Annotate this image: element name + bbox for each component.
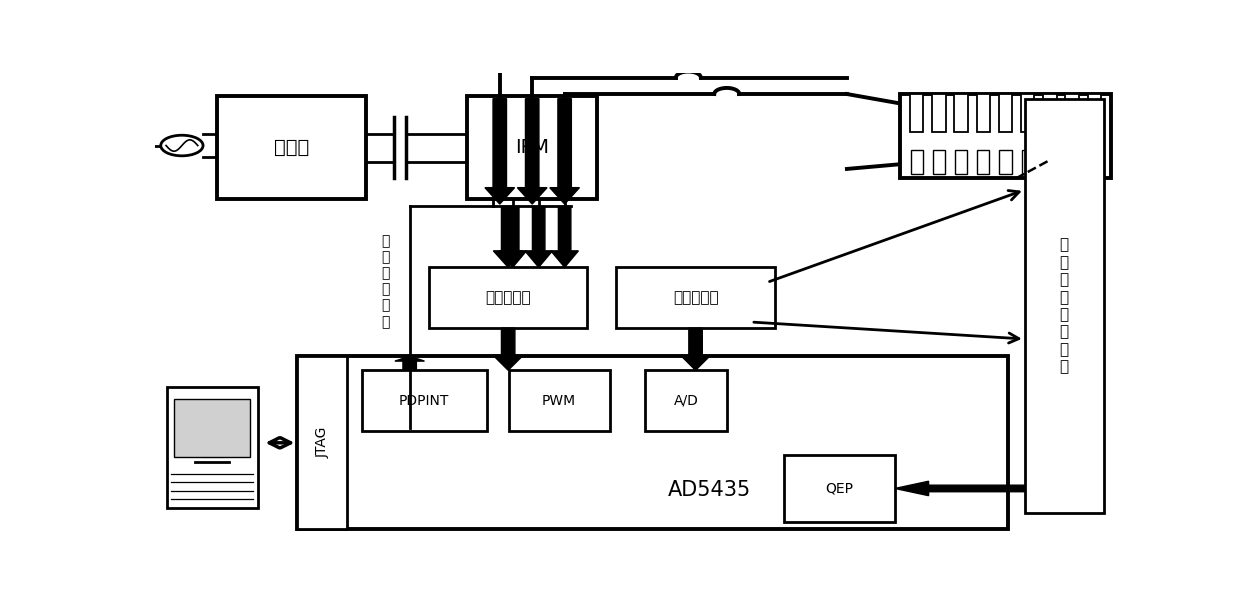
FancyArrow shape: [517, 98, 547, 204]
Bar: [174, 399, 250, 457]
Bar: [1043, 94, 1056, 132]
Text: PDPINT: PDPINT: [399, 393, 449, 408]
FancyArrow shape: [551, 206, 578, 268]
Bar: [1066, 150, 1079, 174]
Bar: [1044, 150, 1056, 174]
Bar: [429, 268, 588, 328]
Text: 光电耦合器: 光电耦合器: [485, 290, 531, 305]
Text: 整流器: 整流器: [274, 139, 310, 157]
Circle shape: [161, 135, 203, 156]
FancyArrow shape: [681, 328, 711, 370]
Bar: [977, 94, 990, 132]
Bar: [932, 150, 945, 174]
FancyArrow shape: [485, 98, 515, 204]
Bar: [1024, 98, 1104, 513]
Bar: [467, 97, 596, 199]
Bar: [932, 94, 946, 132]
Bar: [508, 370, 610, 431]
Bar: [1065, 94, 1079, 132]
FancyArrow shape: [494, 328, 523, 370]
Bar: [298, 356, 347, 530]
Bar: [1089, 150, 1100, 174]
Text: PWM: PWM: [542, 393, 577, 408]
Bar: [616, 268, 775, 328]
Text: A/D: A/D: [673, 393, 698, 408]
Bar: [955, 150, 967, 174]
Text: IPM: IPM: [515, 139, 549, 157]
FancyArrow shape: [525, 206, 553, 268]
Bar: [1022, 150, 1034, 174]
Bar: [955, 94, 967, 132]
Bar: [1087, 94, 1101, 132]
FancyArrow shape: [549, 98, 579, 204]
FancyArrow shape: [498, 206, 527, 268]
Text: JTAG: JTAG: [315, 427, 329, 458]
Bar: [977, 150, 990, 174]
Bar: [1021, 94, 1034, 132]
Bar: [785, 455, 895, 522]
Text: 电流传感器: 电流传感器: [673, 290, 718, 305]
FancyArrow shape: [494, 206, 523, 268]
Bar: [900, 94, 1111, 178]
Bar: [999, 150, 1012, 174]
Bar: [362, 370, 486, 431]
Text: 无
位
置
传
感
器
检
测: 无 位 置 传 感 器 检 测: [1059, 238, 1069, 375]
Text: QEP: QEP: [826, 482, 853, 496]
Bar: [910, 150, 923, 174]
Bar: [999, 94, 1012, 132]
Bar: [910, 94, 924, 132]
Text: 故
障
保
护
信
号: 故 障 保 护 信 号: [382, 234, 389, 329]
Text: AD5435: AD5435: [668, 480, 751, 500]
Bar: [298, 356, 1008, 530]
FancyArrow shape: [895, 482, 1024, 496]
Bar: [217, 97, 367, 199]
FancyArrow shape: [394, 356, 424, 370]
Bar: [166, 387, 258, 508]
Bar: [645, 370, 727, 431]
